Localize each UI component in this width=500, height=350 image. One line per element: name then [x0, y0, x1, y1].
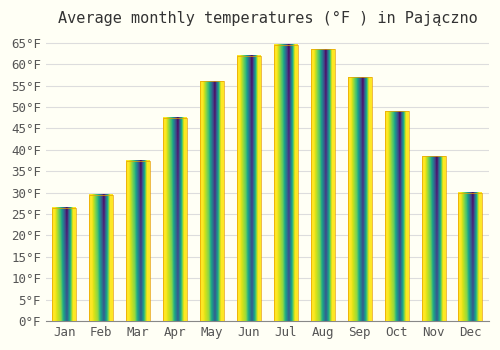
Bar — [163, 118, 187, 321]
Bar — [274, 45, 298, 321]
Bar — [90, 195, 114, 321]
Bar — [422, 156, 446, 321]
Title: Average monthly temperatures (°F ) in Pajączno: Average monthly temperatures (°F ) in Pa… — [58, 11, 478, 26]
Bar — [311, 49, 335, 321]
Bar — [384, 111, 408, 321]
Bar — [52, 208, 76, 321]
Bar — [348, 77, 372, 321]
Bar — [200, 81, 224, 321]
Bar — [126, 161, 150, 321]
Bar — [237, 56, 261, 321]
Bar — [458, 193, 482, 321]
